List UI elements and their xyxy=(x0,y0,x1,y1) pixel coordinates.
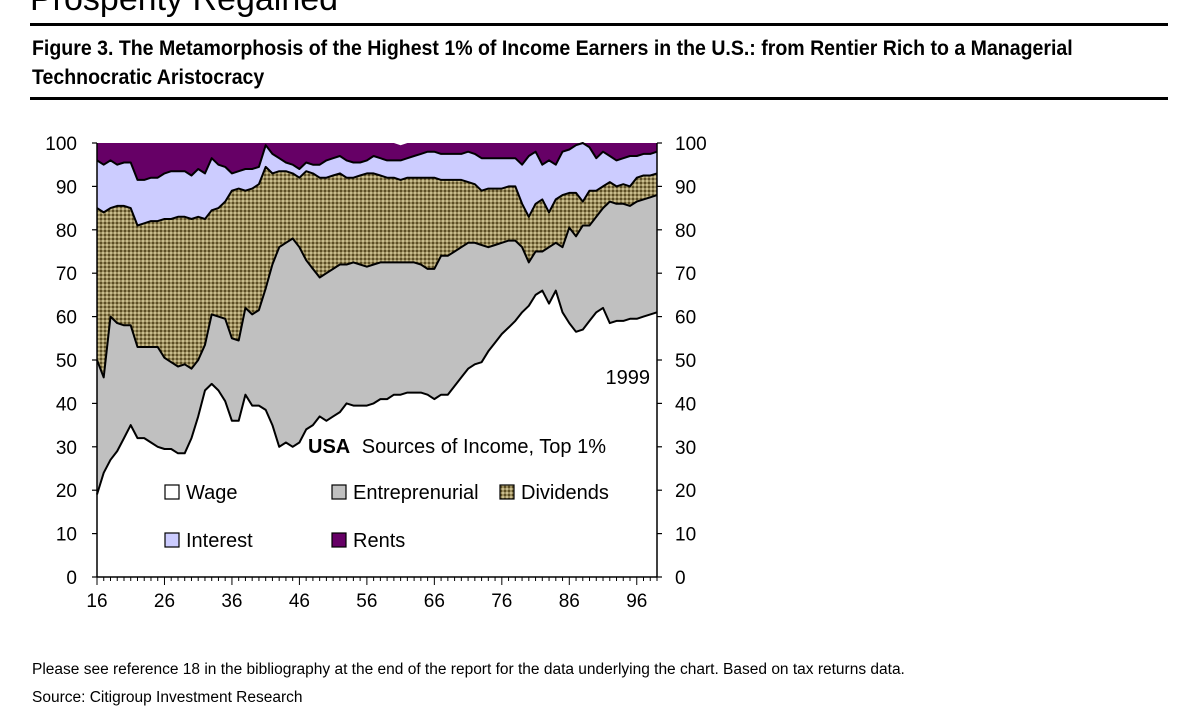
y-tick-label-right: 100 xyxy=(675,134,707,155)
title-rule xyxy=(30,97,1168,100)
area-wage xyxy=(97,290,657,577)
x-tick-label: 56 xyxy=(356,591,377,612)
stacked-area-chart: 0 0 10 10 20 20 30 30 40 40 50 50 60 60 70 70 80 80 90 90 10… xyxy=(45,134,706,612)
source-note: Source: Citigroup Investment Research xyxy=(32,689,303,706)
y-tick-label-left: 40 xyxy=(56,394,77,415)
x-tick-label: 46 xyxy=(289,591,310,612)
y-tick-label-left: 100 xyxy=(45,134,77,155)
legend-label-interest: Interest xyxy=(186,530,253,552)
legend-swatch-wage xyxy=(164,484,180,500)
legend-swatch-entreprenurial xyxy=(331,484,347,500)
area-dividends xyxy=(97,166,657,378)
y-tick-label-right: 60 xyxy=(675,308,696,329)
area-interest xyxy=(97,143,657,226)
y-tick-label-right: 90 xyxy=(675,177,696,198)
y-tick-label-left: 60 xyxy=(56,308,77,329)
boundary-lines xyxy=(96,142,658,495)
y-tick-label-right: 40 xyxy=(675,394,696,415)
area-layers xyxy=(97,143,657,577)
svg-text:USA Sources of Income, T: USA Sources of Income, Top 1% xyxy=(308,436,606,458)
inner-title-bold: USA xyxy=(308,436,350,458)
x-tick-label: 36 xyxy=(221,591,242,612)
end-year-label: 1999 xyxy=(606,367,651,389)
y-tick-label-left: 0 xyxy=(66,568,77,589)
top-rule xyxy=(30,23,1168,26)
legend-swatch-dividends xyxy=(499,484,515,500)
boundary-entreprenurial xyxy=(96,194,658,379)
x-tick-label: 76 xyxy=(491,591,512,612)
y-tick-label-right: 10 xyxy=(675,525,696,546)
inner-title-text: Sources of Income, Top 1% xyxy=(362,436,606,458)
y-tick-label-left: 50 xyxy=(56,351,77,372)
y-tick-label-right: 30 xyxy=(675,438,696,459)
legend-label-dividends: Dividends xyxy=(521,482,609,504)
legend-label-rents: Rents xyxy=(353,530,405,552)
legend-swatch-interest xyxy=(164,532,180,548)
legend-label-wage: Wage xyxy=(186,482,238,504)
area-rents xyxy=(97,143,657,180)
y-tick-label-left: 70 xyxy=(56,264,77,285)
y-tick-label-left: 10 xyxy=(56,525,77,546)
y-tick-label-right: 50 xyxy=(675,351,696,372)
y-tick-label-left: 90 xyxy=(56,177,77,198)
legend: Wage Entreprenurial Dividends Interest R… xyxy=(164,482,609,552)
area-entreprenurial xyxy=(97,195,657,495)
data-note: Please see reference 18 in the bibliogra… xyxy=(32,661,905,678)
y-tick-label-right: 0 xyxy=(675,568,686,589)
x-tick-label: 66 xyxy=(424,591,445,612)
tick-labels: 0 0 10 10 20 20 30 30 40 40 50 50 60 60 70 70 80 80 90 90 10… xyxy=(45,134,706,612)
y-tick-label-right: 20 xyxy=(675,481,696,502)
x-tick-label: 96 xyxy=(626,591,647,612)
x-tick-label: 86 xyxy=(559,591,580,612)
y-tick-label-left: 80 xyxy=(56,221,77,242)
y-tick-label-left: 30 xyxy=(56,438,77,459)
boundary-wage xyxy=(96,289,658,495)
x-tick-label: 16 xyxy=(86,591,107,612)
figure-title: Figure 3. The Metamorphosis of the Highe… xyxy=(32,37,1073,89)
y-tick-label-right: 70 xyxy=(675,264,696,285)
y-tick-label-left: 20 xyxy=(56,481,77,502)
inner-title: USA Sources of Income, Top 1% xyxy=(308,436,606,458)
axes xyxy=(92,142,662,585)
legend-swatch-rents xyxy=(331,532,347,548)
x-tick-label: 26 xyxy=(154,591,175,612)
boundary-dividends xyxy=(96,165,658,227)
legend-label-entreprenurial: Entreprenurial xyxy=(353,482,479,504)
boundary-interest xyxy=(96,142,658,181)
page-header-fragment: Prosperity Regained xyxy=(30,0,338,19)
y-tick-label-right: 80 xyxy=(675,221,696,242)
